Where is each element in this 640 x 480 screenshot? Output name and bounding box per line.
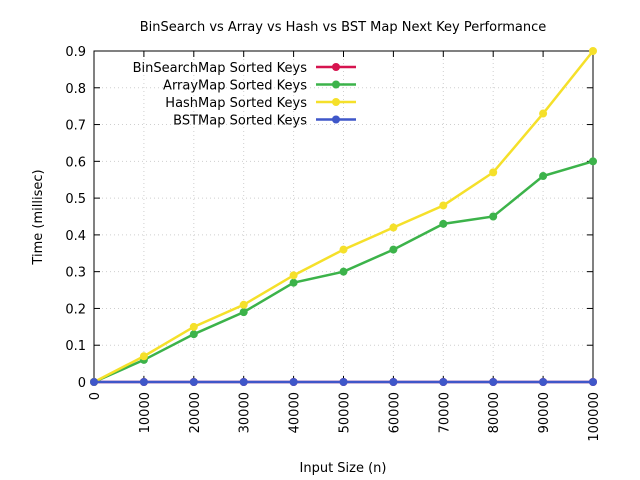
x-tick-label: 30000 [238,392,253,433]
data-point [139,352,148,361]
y-tick-label: 0.1 [65,339,86,354]
data-point [189,330,198,339]
data-point [589,47,597,55]
data-point [589,157,597,166]
data-point [289,378,298,386]
legend-label: BinSearchMap Sorted Keys [133,61,308,76]
data-point [289,278,298,287]
x-tick-label: 60000 [387,392,402,433]
x-tick-label: 20000 [188,392,203,433]
data-point [489,378,498,386]
data-point [389,223,398,232]
y-tick-label: 0 [78,376,86,391]
legend: BinSearchMap Sorted Keys ArrayMap Sorted … [133,61,356,129]
x-axis-label: Input Size (n) [300,461,387,476]
data-point [90,378,98,386]
data-point [389,378,398,386]
x-tick-label: 80000 [487,392,502,433]
legend-marker [332,63,340,71]
chart-title: BinSearch vs Array vs Hash vs BST Map Ne… [140,20,546,35]
data-point [539,378,548,386]
data-point [239,378,248,386]
y-tick-label: 0.7 [65,119,86,134]
x-tick-label: 70000 [437,392,452,433]
y-tick-label: 0.8 [65,82,86,97]
legend-label: HashMap Sorted Keys [165,96,307,111]
data-point [289,271,298,280]
data-point [539,109,548,118]
y-axis-label: Time (millisec) [31,169,46,265]
data-point [489,168,498,177]
data-point [539,172,548,181]
y-tick-label: 0.3 [65,266,86,281]
x-tick-label: 100000 [587,392,602,442]
x-tick-label: 0 [88,392,103,400]
y-tick-label: 0.4 [65,229,86,244]
y-tick-label: 0.6 [65,155,86,170]
y-tick-label: 0.2 [65,302,86,317]
legend-label: ArrayMap Sorted Keys [163,79,307,94]
series-group [90,47,597,386]
x-tick-label: 90000 [537,392,552,433]
data-point [239,308,248,317]
y-tick-label: 0.9 [65,45,86,60]
data-point [239,300,248,309]
data-point [339,267,348,276]
data-point [139,378,148,386]
data-point [339,245,348,254]
data-point [339,378,348,386]
x-tick-label: 10000 [138,392,153,433]
axis-ticks: 0 0.1 0.2 0.3 0.4 0.5 0.6 0.7 0.8 0.9 0 10000 20000 3… [65,45,602,442]
legend-marker [332,115,340,124]
legend-marker [332,80,340,89]
data-point [439,378,448,386]
x-tick-label: 50000 [338,392,353,433]
y-tick-label: 0.5 [65,192,86,207]
x-tick-label: 40000 [288,392,303,433]
data-point [189,378,198,386]
data-point [389,245,398,254]
legend-label: BSTMap Sorted Keys [173,114,307,129]
data-point [439,219,448,228]
legend-marker [332,98,340,106]
data-point [589,378,597,386]
data-point [489,212,498,221]
data-point [439,201,448,210]
data-point [189,322,198,331]
